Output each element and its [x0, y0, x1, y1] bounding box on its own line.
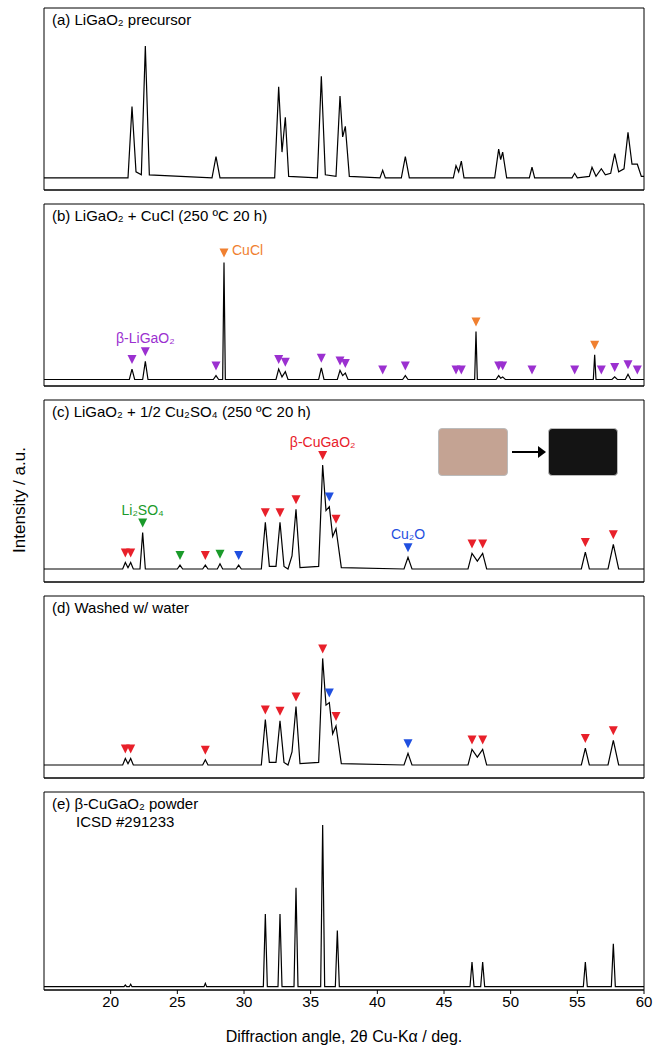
svg-text:25: 25	[169, 993, 186, 1010]
svg-text:35: 35	[302, 993, 319, 1010]
svg-text:55: 55	[569, 993, 586, 1010]
svg-text:20: 20	[102, 993, 119, 1010]
svg-text:30: 30	[236, 993, 253, 1010]
html-text:(e) β-CuGaO₂ powder: (e) β-CuGaO₂ powder	[52, 795, 199, 812]
svg-text:45: 45	[436, 993, 453, 1010]
html-text:(b) LiGaO₂ + CuCl (250 ºC 20 h: (b) LiGaO₂ + CuCl (250 ºC 20 h)	[52, 207, 268, 224]
html-text:(a) LiGaO₂ precursor: (a) LiGaO₂ precursor	[52, 11, 192, 28]
svg-text:CuCl: CuCl	[232, 242, 263, 258]
svg-text:Li₂SO₄: Li₂SO₄	[122, 502, 165, 518]
svg-text:60: 60	[636, 993, 653, 1010]
svg-text:50: 50	[502, 993, 519, 1010]
svg-text:40: 40	[369, 993, 386, 1010]
svg-text:β-CuGaO₂: β-CuGaO₂	[290, 434, 356, 450]
svg-text:Diffraction angle, 2θ Cu-Kα /: Diffraction angle, 2θ Cu-Kα / deg.	[226, 1028, 463, 1045]
html-text:Intensity / a.u.: Intensity / a.u.	[10, 447, 29, 553]
html-text:ICSD #291233: ICSD #291233	[76, 813, 175, 830]
svg-text:β-LiGaO₂: β-LiGaO₂	[116, 330, 175, 346]
html-text:(c) LiGaO₂ + 1/2 Cu₂SO₄ (250 º: (c) LiGaO₂ + 1/2 Cu₂SO₄ (250 ºC 20 h)	[52, 403, 311, 420]
html-text:(d) Washed w/ water: (d) Washed w/ water	[52, 599, 189, 616]
svg-text:Cu₂O: Cu₂O	[391, 526, 425, 542]
